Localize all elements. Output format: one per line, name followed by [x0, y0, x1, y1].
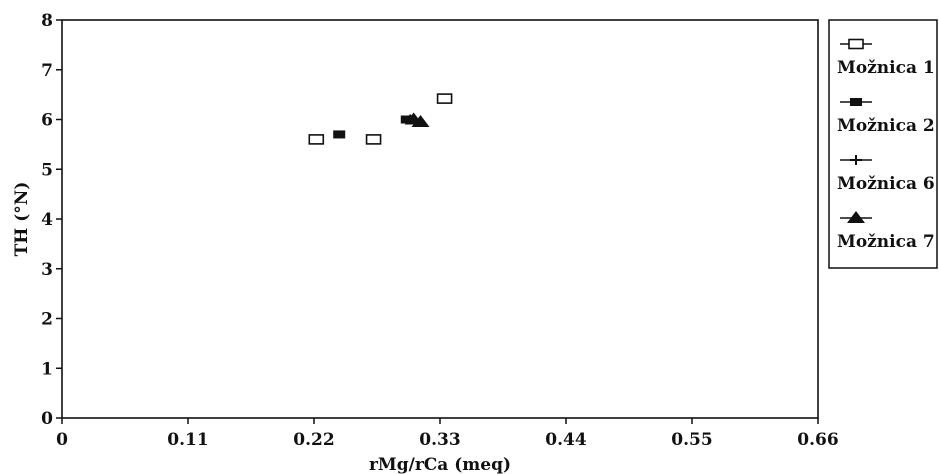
- x-tick-label: 0.55: [671, 430, 712, 450]
- legend-box: [828, 19, 938, 269]
- legend-marker-plus: [850, 155, 862, 165]
- plot-border: [61, 19, 819, 419]
- y-tick-label: 6: [41, 111, 53, 131]
- legend-label: Možnica 7: [837, 232, 935, 252]
- legend-label: Možnica 1: [837, 58, 935, 78]
- legend-marker-filled-square: [850, 98, 862, 106]
- y-tick-label: 4: [41, 210, 53, 230]
- data-point-filled-square: [333, 130, 346, 139]
- y-axis-title: TH (°N): [12, 182, 32, 257]
- x-axis: 0 0.11 0.22 0.33 0.44 0.55 0.66: [56, 418, 839, 450]
- y-tick-label: 8: [41, 11, 53, 31]
- y-tick-label: 3: [41, 260, 53, 280]
- plot-area: [61, 19, 819, 419]
- data-point-open-square: [365, 134, 382, 145]
- data-points: [308, 93, 453, 145]
- x-tick-label: 0.66: [797, 430, 838, 450]
- x-tick-label: 0.33: [419, 430, 460, 450]
- y-tick-label: 0: [41, 409, 53, 429]
- y-tick-label: 7: [41, 61, 53, 81]
- legend-label: Možnica 6: [837, 174, 935, 194]
- data-point-open-square: [308, 134, 325, 145]
- y-tick-label: 5: [41, 160, 53, 180]
- legend-marker-filled-triangle: [847, 211, 865, 223]
- data-point-filled-triangle: [411, 114, 430, 127]
- legend-marker-open-square: [848, 38, 864, 50]
- x-tick-label: 0.22: [293, 430, 334, 450]
- data-point-open-square: [436, 93, 453, 104]
- y-tick-label: 1: [41, 359, 53, 379]
- x-axis-title: rMg/rCa (meq): [369, 455, 511, 474]
- y-axis: 0 1 2 3 4 5 6 7 8: [41, 11, 62, 429]
- legend-label: Možnica 2: [837, 116, 935, 136]
- y-tick-label: 2: [41, 310, 53, 330]
- x-tick-label: 0.44: [545, 430, 587, 450]
- legend: Možnica 1 Možnica 2 Možnica 6 Možnica 7: [828, 19, 938, 269]
- x-tick-label: 0: [56, 430, 68, 450]
- x-tick-label: 0.11: [167, 430, 208, 450]
